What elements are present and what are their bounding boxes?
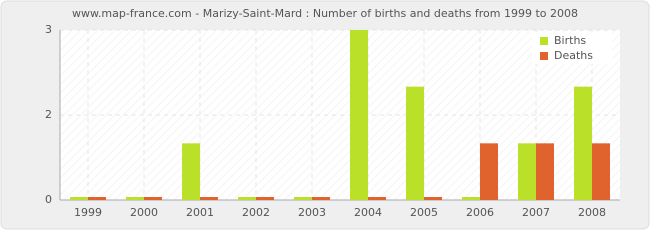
legend-swatch	[540, 37, 548, 45]
x-tick-label: 2007	[522, 206, 550, 219]
x-tick-label: 2001	[186, 206, 214, 219]
x-tick-label: 2000	[130, 206, 158, 219]
x-tick-label: 2003	[298, 206, 326, 219]
x-tick-label: 2008	[578, 206, 606, 219]
bar	[406, 86, 424, 200]
bar	[294, 197, 312, 200]
bar	[592, 143, 610, 200]
x-tick-label: 2002	[242, 206, 270, 219]
bar	[462, 197, 480, 200]
bar	[368, 197, 386, 200]
x-tick-label: 2004	[354, 206, 382, 219]
x-tick-label: 1999	[74, 206, 102, 219]
bar	[574, 86, 592, 200]
x-tick-label: 2006	[466, 206, 494, 219]
bar	[536, 143, 554, 200]
chart-title: www.map-france.com - Marizy-Saint-Mard :…	[72, 7, 578, 20]
bar	[350, 30, 368, 200]
bar	[88, 197, 106, 200]
bar	[480, 143, 498, 200]
legend-label: Births	[554, 34, 586, 47]
y-tick-label: 2	[45, 108, 52, 121]
bar	[518, 143, 536, 200]
bar	[424, 197, 442, 200]
bar	[238, 197, 256, 200]
bar	[256, 197, 274, 200]
legend-swatch	[540, 52, 548, 60]
bar	[312, 197, 330, 200]
chart: www.map-france.com - Marizy-Saint-Mard :…	[0, 0, 650, 230]
y-tick-label: 3	[45, 23, 52, 36]
legend-label: Deaths	[554, 49, 593, 62]
x-tick-label: 2005	[410, 206, 438, 219]
bar	[144, 197, 162, 200]
bar	[126, 197, 144, 200]
bar	[70, 197, 88, 200]
bar	[182, 143, 200, 200]
bar	[200, 197, 218, 200]
y-tick-label: 0	[45, 193, 52, 206]
